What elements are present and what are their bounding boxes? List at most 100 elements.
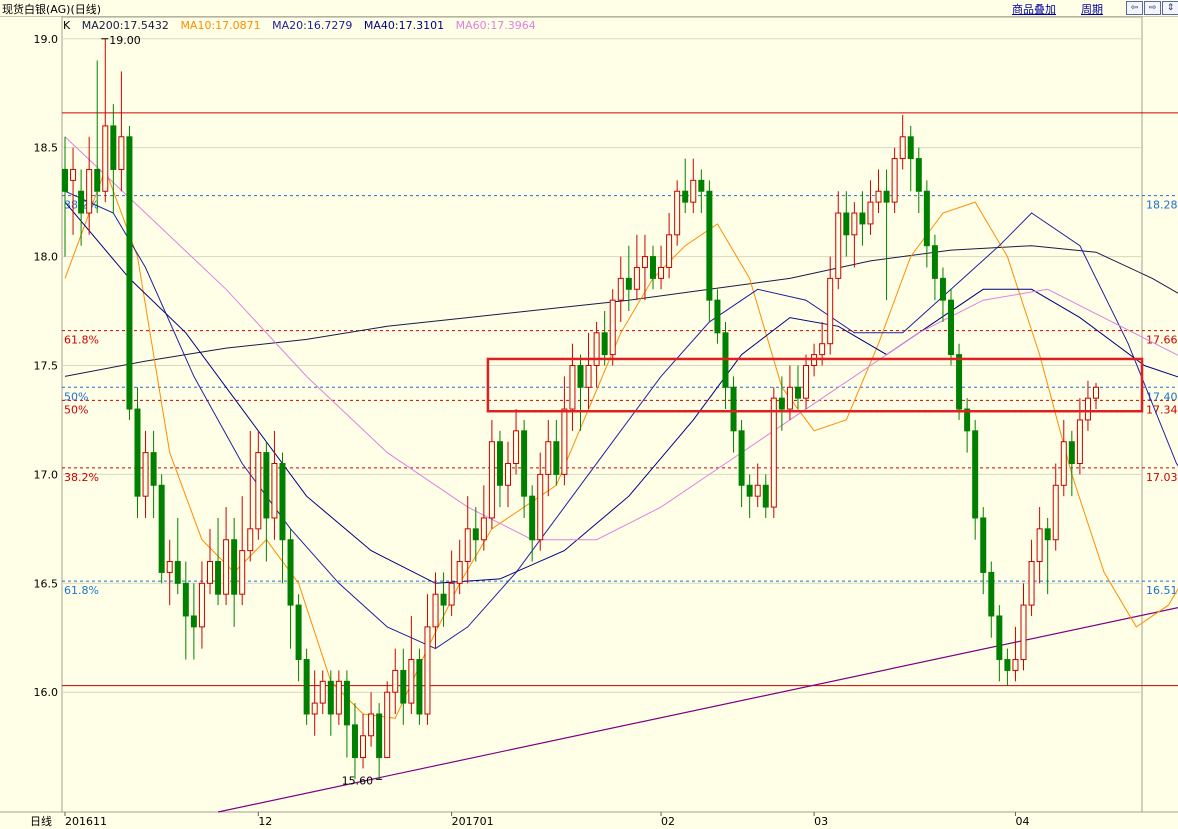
legend-ma200: MA200:17.5432 <box>81 19 169 32</box>
candle <box>770 387 777 518</box>
candle-body <box>762 484 769 508</box>
candle <box>223 507 230 606</box>
candle-body <box>666 234 673 268</box>
candle-body <box>1076 419 1083 465</box>
candle-body <box>480 517 487 541</box>
candle <box>424 594 431 725</box>
candle-body <box>690 179 697 203</box>
x-tick-label: 201611 <box>65 815 107 828</box>
candle-body <box>859 212 866 225</box>
candle-body <box>835 212 842 279</box>
candle-body <box>1093 386 1099 399</box>
legend-ma60: MA60:17.3964 <box>455 19 536 32</box>
legend-ma10: MA10:17.0871 <box>180 19 261 32</box>
candle-body <box>746 484 753 497</box>
candle-body <box>94 168 101 192</box>
candle <box>891 147 898 214</box>
ma60-line <box>64 136 1178 541</box>
fib-level-label: 61.8% <box>64 334 99 347</box>
candle-body <box>730 386 737 432</box>
candle-body <box>432 593 439 628</box>
resistance-zone-box <box>486 357 1144 413</box>
candle-body <box>384 691 391 759</box>
x-tick-label: 201701 <box>452 815 494 828</box>
candle-body <box>561 408 568 475</box>
candle-body <box>577 364 584 388</box>
candle <box>102 38 109 203</box>
x-tick-label: 04 <box>1015 815 1029 828</box>
candle-body <box>174 561 181 584</box>
candle <box>496 430 503 508</box>
candle <box>835 191 842 290</box>
candle-body <box>102 125 109 192</box>
candle <box>408 615 415 714</box>
y-tick-label: 17.0 <box>34 468 59 481</box>
candle <box>746 474 753 518</box>
candle-body <box>1028 561 1035 606</box>
candle-body <box>1044 528 1051 541</box>
candle <box>585 332 592 410</box>
candle <box>803 354 810 410</box>
price-level-label: 17.66 <box>1146 334 1178 347</box>
candle <box>142 430 149 518</box>
candle-body <box>319 680 326 704</box>
candle <box>609 289 616 366</box>
nav-buttons: ⇦ ⇨ ⇕ <box>1126 1 1178 15</box>
candle <box>110 104 117 214</box>
candle <box>714 289 721 344</box>
candle <box>319 670 326 714</box>
candle <box>883 169 890 301</box>
candle <box>915 147 922 214</box>
candle <box>625 245 632 312</box>
candle <box>174 517 181 595</box>
legend-ma20: MA20:16.7279 <box>272 19 353 32</box>
candle-body <box>118 136 125 170</box>
candle-body <box>827 277 834 345</box>
candle <box>368 692 375 747</box>
candle-body <box>448 582 455 606</box>
candle <box>658 245 665 290</box>
scroll-left-icon[interactable]: ⇦ <box>1126 1 1143 15</box>
candle <box>843 191 850 257</box>
candle <box>851 202 858 268</box>
price-level-label: 16.51 <box>1146 584 1178 597</box>
candle <box>762 474 769 518</box>
candle <box>247 430 254 562</box>
candle <box>158 474 165 584</box>
candle-body <box>343 680 350 726</box>
scroll-right-icon[interactable]: ⇨ <box>1144 1 1161 15</box>
candle <box>392 648 399 714</box>
candle-body <box>931 245 938 279</box>
candle-body <box>1012 659 1019 671</box>
candle-body <box>794 386 801 399</box>
ma-legend: K MA200:17.5432 MA10:17.0871 MA20:16.727… <box>63 19 544 32</box>
candle <box>529 485 536 562</box>
candle <box>972 419 979 540</box>
overlay-link[interactable]: 商品叠加 <box>1012 3 1056 16</box>
candle-body <box>964 408 971 432</box>
candle-body <box>956 354 963 410</box>
candle <box>376 703 383 780</box>
candle <box>1068 430 1075 497</box>
candle <box>488 419 495 529</box>
candle <box>956 343 963 420</box>
fib-level-label: 50% <box>64 390 88 403</box>
period-link[interactable]: 周期 <box>1081 3 1103 16</box>
zoom-icon[interactable]: ⇕ <box>1162 1 1178 15</box>
candle-body <box>883 190 890 203</box>
candle-body <box>738 430 745 486</box>
candle <box>577 354 584 431</box>
ma200-line <box>64 245 1178 377</box>
candle-body <box>142 452 149 497</box>
candle-body <box>891 158 898 203</box>
candle <box>593 321 600 388</box>
candle-body <box>698 179 705 192</box>
candle <box>432 572 439 649</box>
candle <box>62 136 68 257</box>
candle-body <box>424 626 431 715</box>
candle <box>206 528 213 595</box>
candle-body <box>754 484 761 497</box>
candle <box>1012 626 1019 682</box>
candle <box>472 507 479 562</box>
